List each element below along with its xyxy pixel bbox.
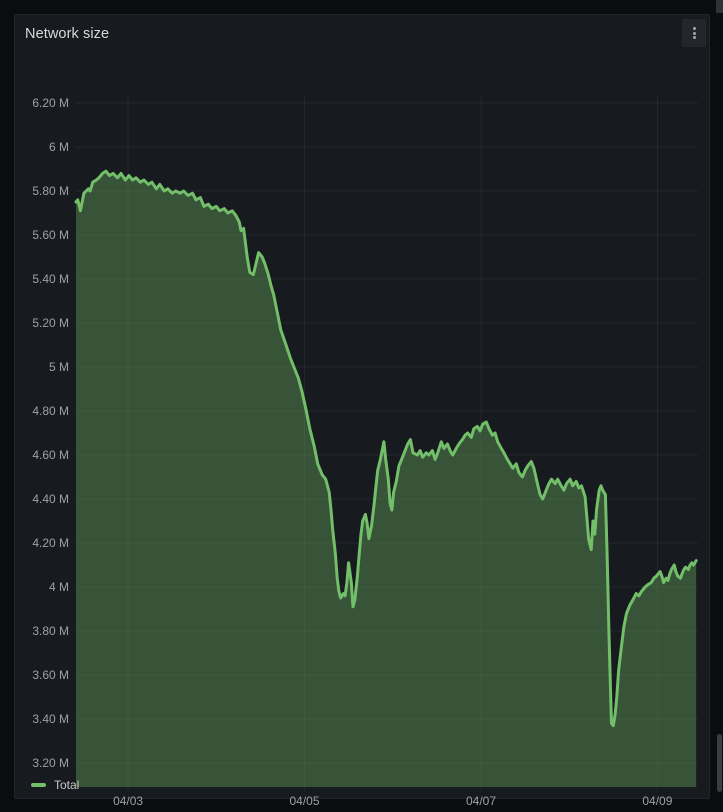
scrollbar-track[interactable] xyxy=(716,0,723,799)
y-axis-label: 5.20 M xyxy=(32,316,69,330)
x-axis-label: 04/07 xyxy=(465,794,497,808)
y-axis-label: 3.20 M xyxy=(32,756,69,770)
total-series-area-fill xyxy=(76,171,697,787)
network-size-panel: Network size 6.20 M 6 M 5.80 M 5.60 M 5.40 M… xyxy=(14,14,710,808)
plot-region[interactable] xyxy=(74,96,698,791)
total-series-line xyxy=(74,169,698,728)
y-axis-label: 4 M xyxy=(48,580,69,594)
legend-series-marker-icon xyxy=(31,783,46,787)
y-axis-label: 5.80 M xyxy=(32,184,69,198)
y-axis-label: 3.60 M xyxy=(32,668,69,682)
legend: Total xyxy=(25,775,87,795)
y-axis-labels: 6.20 M 6 M 5.80 M 5.60 M 5.40 M 5.20 M 5 M 4.80… xyxy=(15,96,69,787)
y-axis-label: 6.20 M xyxy=(32,96,69,110)
y-axis-label: 3.80 M xyxy=(32,624,69,638)
x-axis-label: 04/03 xyxy=(113,794,144,808)
y-axis-label: 4.40 M xyxy=(32,492,69,506)
chart-svg xyxy=(74,96,698,791)
gridlines xyxy=(76,96,698,791)
y-axis-label: 6 M xyxy=(48,140,69,154)
panel-title: Network size xyxy=(25,26,110,42)
x-axis-label: 04/05 xyxy=(289,794,320,808)
y-axis-label: 5 M xyxy=(48,360,69,374)
y-axis-label: 3.40 M xyxy=(32,712,69,726)
x-axis-labels: 04/03 04/05 04/07 04/09 xyxy=(76,794,698,812)
panel-header[interactable]: Network size xyxy=(15,15,709,53)
chart-area: 6.20 M 6 M 5.80 M 5.60 M 5.40 M 5.20 M 5 M 4.80… xyxy=(15,53,709,808)
scrollbar-top-corner xyxy=(716,0,723,13)
y-axis-label: 4.20 M xyxy=(32,536,69,550)
y-axis-label: 5.60 M xyxy=(32,228,69,242)
x-axis-label: 04/09 xyxy=(642,794,673,808)
scrollbar-thumb[interactable] xyxy=(717,734,722,792)
kebab-menu-icon xyxy=(692,25,696,40)
y-axis-label: 4.60 M xyxy=(32,448,69,462)
y-axis-label: 4.80 M xyxy=(32,404,69,418)
y-axis-label: 5.40 M xyxy=(32,272,69,286)
panel-menu-button[interactable] xyxy=(682,19,706,47)
legend-series-label: Total xyxy=(54,778,80,792)
legend-item-total[interactable]: Total xyxy=(25,778,87,792)
